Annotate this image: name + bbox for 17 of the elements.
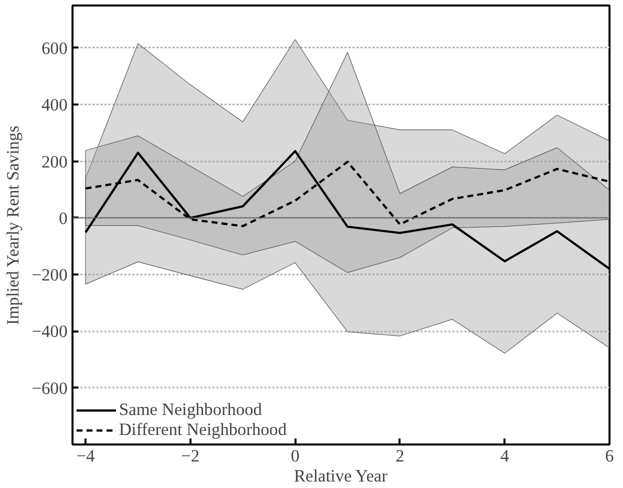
legend-label: Same Neighborhood [119, 400, 262, 420]
y-tick-label: −400 [32, 322, 68, 342]
y-tick-label: 600 [42, 38, 68, 58]
x-tick-label: 0 [290, 446, 300, 466]
x-tick-label: −2 [181, 446, 200, 466]
y-tick-label: 0 [58, 208, 68, 228]
x-tick-label: 2 [396, 446, 404, 466]
y-tick-label: 200 [42, 152, 68, 172]
y-tick-label: 400 [42, 96, 68, 115]
legend-label: Different Neighborhood [119, 420, 287, 440]
x-tick-label: 6 [605, 446, 614, 466]
y-axis-title: Implied Yearly Rent Savings [4, 125, 23, 325]
y-tick-label: −600 [32, 378, 68, 398]
x-axis-title: Relative Year [294, 466, 388, 486]
x-tick-label: 4 [500, 446, 510, 466]
y-tick-label: −200 [32, 266, 68, 285]
x-tick-label: −4 [76, 446, 96, 466]
